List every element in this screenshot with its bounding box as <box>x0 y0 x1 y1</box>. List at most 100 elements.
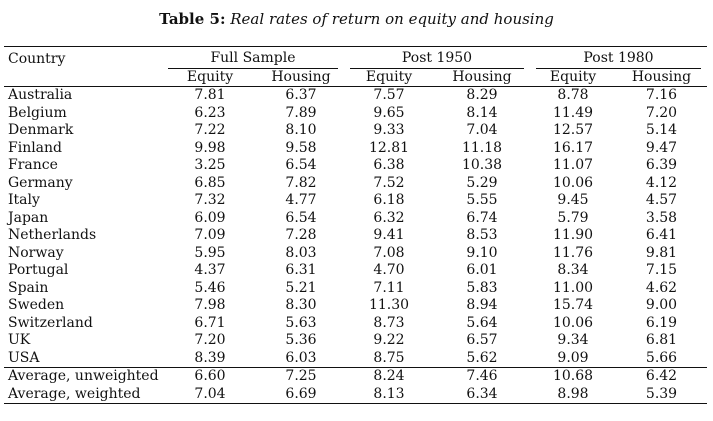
table-row: Norway 5.95 8.03 7.08 9.10 11.76 9.81 <box>4 245 707 263</box>
subheader-housing: Housing <box>271 68 331 85</box>
table-row: Portugal 4.37 6.31 4.70 6.01 8.34 7.15 <box>4 262 707 280</box>
value-cell: 6.18 <box>373 192 405 208</box>
value-cell: 7.25 <box>258 367 344 386</box>
value-cell: 8.34 <box>557 262 589 278</box>
table-row: Switzerland 6.71 5.63 8.73 5.64 10.06 6.19 <box>4 315 707 333</box>
country-column-header: Country <box>8 50 66 67</box>
value-cell: 9.33 <box>373 122 405 138</box>
value-cell: 5.29 <box>466 174 498 191</box>
value-cell: 6.37 <box>285 87 317 103</box>
country-cell: Switzerland <box>8 314 93 331</box>
value-cell: 16.17 <box>552 139 594 156</box>
value-cell: 10.38 <box>461 157 503 173</box>
table-row: Average, weighted 7.04 6.69 8.13 6.34 8.98 5.3… <box>4 385 707 404</box>
value-cell: 7.82 <box>285 174 317 191</box>
country-cell: France <box>8 157 58 173</box>
table-row: Germany 6.85 7.82 7.52 5.29 10.06 4.12 <box>4 175 707 193</box>
group-header-full-sample: Full Sample <box>162 50 344 69</box>
table-row: Spain 5.46 5.21 7.11 5.83 11.00 4.62 <box>4 280 707 298</box>
value-cell: 11.90 <box>552 227 594 243</box>
table-label: Table 5: <box>159 10 226 28</box>
value-cell: 9.00 <box>645 297 678 313</box>
value-cell: 9.58 <box>285 139 317 156</box>
value-cell: 5.95 <box>194 244 226 261</box>
table-caption: Table 5: Real rates of return on equity … <box>0 10 713 28</box>
country-cell: USA <box>8 349 40 366</box>
value-cell: 5.14 <box>645 122 678 138</box>
value-cell: 5.64 <box>466 314 498 331</box>
value-cell: 7.20 <box>645 104 678 121</box>
value-cell: 8.94 <box>466 297 498 313</box>
value-cell: 5.46 <box>194 279 226 296</box>
value-cell: 7.04 <box>466 122 498 138</box>
country-cell: Belgium <box>8 104 67 121</box>
value-cell: 12.81 <box>368 139 410 156</box>
value-cell: 6.57 <box>466 332 498 348</box>
value-cell: 7.32 <box>194 192 226 208</box>
value-cell: 6.32 <box>373 209 405 226</box>
value-cell: 8.98 <box>530 385 616 404</box>
subheader-equity: Equity <box>186 68 234 85</box>
value-cell: 7.04 <box>162 385 258 404</box>
value-cell: 6.09 <box>194 209 226 226</box>
table-body: Australia 7.81 6.37 7.57 8.29 8.78 7.16 Belgium… <box>4 87 707 404</box>
subheader-housing: Housing <box>631 68 692 85</box>
value-cell: 5.62 <box>466 349 498 366</box>
value-cell: 4.70 <box>373 262 405 278</box>
table-row: Belgium 6.23 7.89 9.65 8.14 11.49 7.20 <box>4 105 707 123</box>
value-cell: 8.03 <box>285 244 317 261</box>
table-row: Australia 7.81 6.37 7.57 8.29 8.78 7.16 <box>4 87 707 105</box>
value-cell: 7.09 <box>194 227 226 243</box>
value-cell: 4.57 <box>645 192 678 208</box>
value-cell: 7.98 <box>194 297 226 313</box>
returns-table: Country Full Sample Post 1950 Post 1980 … <box>4 46 707 404</box>
value-cell: 5.55 <box>466 192 498 208</box>
country-cell: Italy <box>8 192 40 208</box>
value-cell: 5.63 <box>285 314 317 331</box>
table-row: France 3.25 6.54 6.38 10.38 11.07 6.39 <box>4 157 707 175</box>
value-cell: 9.10 <box>466 244 498 261</box>
value-cell: 7.46 <box>434 367 530 386</box>
value-cell: 7.22 <box>194 122 226 138</box>
country-cell: Sweden <box>8 297 65 313</box>
subheader-equity: Equity <box>549 68 597 85</box>
value-cell: 11.00 <box>552 279 594 296</box>
value-cell: 7.16 <box>645 87 678 103</box>
table-row: USA 8.39 6.03 8.75 5.62 9.09 5.66 <box>4 350 707 368</box>
value-cell: 9.41 <box>373 227 405 243</box>
value-cell: 8.24 <box>344 367 434 386</box>
value-cell: 10.68 <box>530 367 616 386</box>
value-cell: 4.62 <box>645 279 678 296</box>
value-cell: 9.65 <box>373 104 405 121</box>
value-cell: 6.23 <box>194 104 226 121</box>
value-cell: 6.42 <box>616 367 707 386</box>
country-cell: Norway <box>8 244 64 261</box>
value-cell: 10.06 <box>552 314 594 331</box>
header-sub-row: Equity Housing Equity Housing Equity Hou… <box>4 69 707 87</box>
value-cell: 9.34 <box>557 332 589 348</box>
country-cell: Spain <box>8 279 49 296</box>
value-cell: 7.28 <box>285 227 317 243</box>
country-cell: Japan <box>8 209 49 226</box>
value-cell: 6.01 <box>466 262 498 278</box>
value-cell: 5.83 <box>466 279 498 296</box>
value-cell: 10.06 <box>552 174 594 191</box>
table-row: Italy 7.32 4.77 6.18 5.55 9.45 4.57 <box>4 192 707 210</box>
country-cell: Netherlands <box>8 227 97 243</box>
group-header-post-1950: Post 1950 <box>344 50 530 69</box>
value-cell: 12.57 <box>552 122 594 138</box>
value-cell: 8.30 <box>285 297 317 313</box>
value-cell: 3.25 <box>194 157 226 173</box>
value-cell: 7.20 <box>194 332 226 348</box>
value-cell: 9.22 <box>373 332 405 348</box>
value-cell: 7.15 <box>645 262 678 278</box>
value-cell: 6.71 <box>194 314 226 331</box>
country-cell: Germany <box>8 174 73 191</box>
value-cell: 6.34 <box>434 385 530 404</box>
table-row: UK 7.20 5.36 9.22 6.57 9.34 6.81 <box>4 332 707 350</box>
value-cell: 7.52 <box>373 174 405 191</box>
value-cell: 8.10 <box>285 122 317 138</box>
value-cell: 8.14 <box>466 104 498 121</box>
value-cell: 7.89 <box>285 104 317 121</box>
value-cell: 4.12 <box>645 174 678 191</box>
